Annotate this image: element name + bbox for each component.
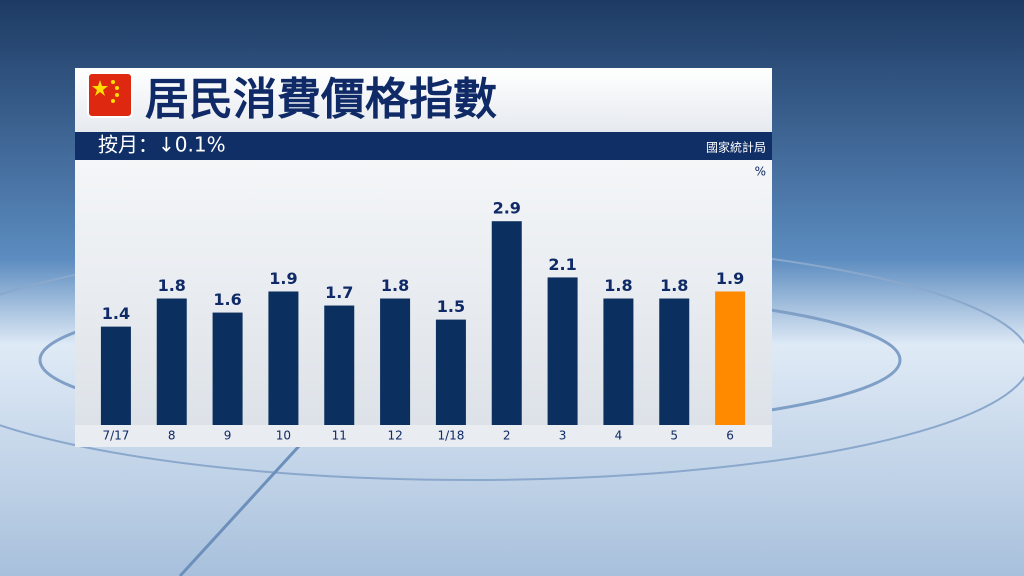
- value-label: 1.8: [660, 276, 688, 295]
- value-label: 1.8: [381, 276, 409, 295]
- flag: [87, 72, 133, 118]
- bar: [156, 298, 187, 425]
- x-tick-label: 10: [276, 429, 291, 443]
- flag-star: [111, 99, 115, 103]
- value-label: 1.5: [437, 297, 465, 316]
- bar: [435, 319, 466, 425]
- x-tick-label: 6: [726, 429, 734, 443]
- flag-star: [115, 93, 119, 97]
- plot-area: [75, 160, 772, 425]
- bar: [100, 326, 131, 425]
- x-tick-label: 5: [670, 429, 678, 443]
- x-tick-label: 11: [332, 429, 347, 443]
- x-tick-label: 2: [503, 429, 511, 443]
- bar: [268, 291, 299, 425]
- x-tick-label: 7/17: [102, 429, 129, 443]
- value-label: 1.7: [325, 283, 353, 302]
- unit: %: [755, 165, 766, 179]
- value-label: 2.1: [548, 255, 576, 274]
- bar: [659, 298, 690, 425]
- bar: [603, 298, 634, 425]
- source: 國家統計局: [706, 140, 766, 155]
- category-strip: [75, 425, 772, 447]
- flag-star: [92, 80, 108, 96]
- bar: [715, 291, 746, 425]
- value-label: 1.6: [213, 290, 241, 309]
- bar: [491, 221, 522, 425]
- x-tick-label: 4: [615, 429, 623, 443]
- bar: [212, 312, 243, 425]
- flag-star: [111, 80, 115, 84]
- subtitle-bar: [75, 132, 772, 160]
- decor-line: [178, 443, 302, 576]
- value-label: 2.9: [493, 199, 521, 218]
- x-tick-label: 9: [224, 429, 232, 443]
- subtitle: 按月：↓0.1%: [98, 133, 226, 157]
- x-tick-label: 3: [559, 429, 567, 443]
- bar: [380, 298, 411, 425]
- x-tick-label: 8: [168, 429, 176, 443]
- x-tick-label: 1/18: [437, 429, 464, 443]
- title-bar: [75, 68, 772, 132]
- bar: [547, 277, 578, 425]
- value-label: 1.4: [102, 304, 130, 323]
- bar: [324, 305, 355, 425]
- flag-star: [115, 86, 119, 90]
- value-label: 1.8: [158, 276, 186, 295]
- chart-title: 居民消費價格指數: [145, 74, 497, 125]
- value-label: 1.9: [269, 269, 297, 288]
- value-label: 1.9: [716, 269, 744, 288]
- value-label: 1.8: [604, 276, 632, 295]
- x-tick-label: 12: [387, 429, 402, 443]
